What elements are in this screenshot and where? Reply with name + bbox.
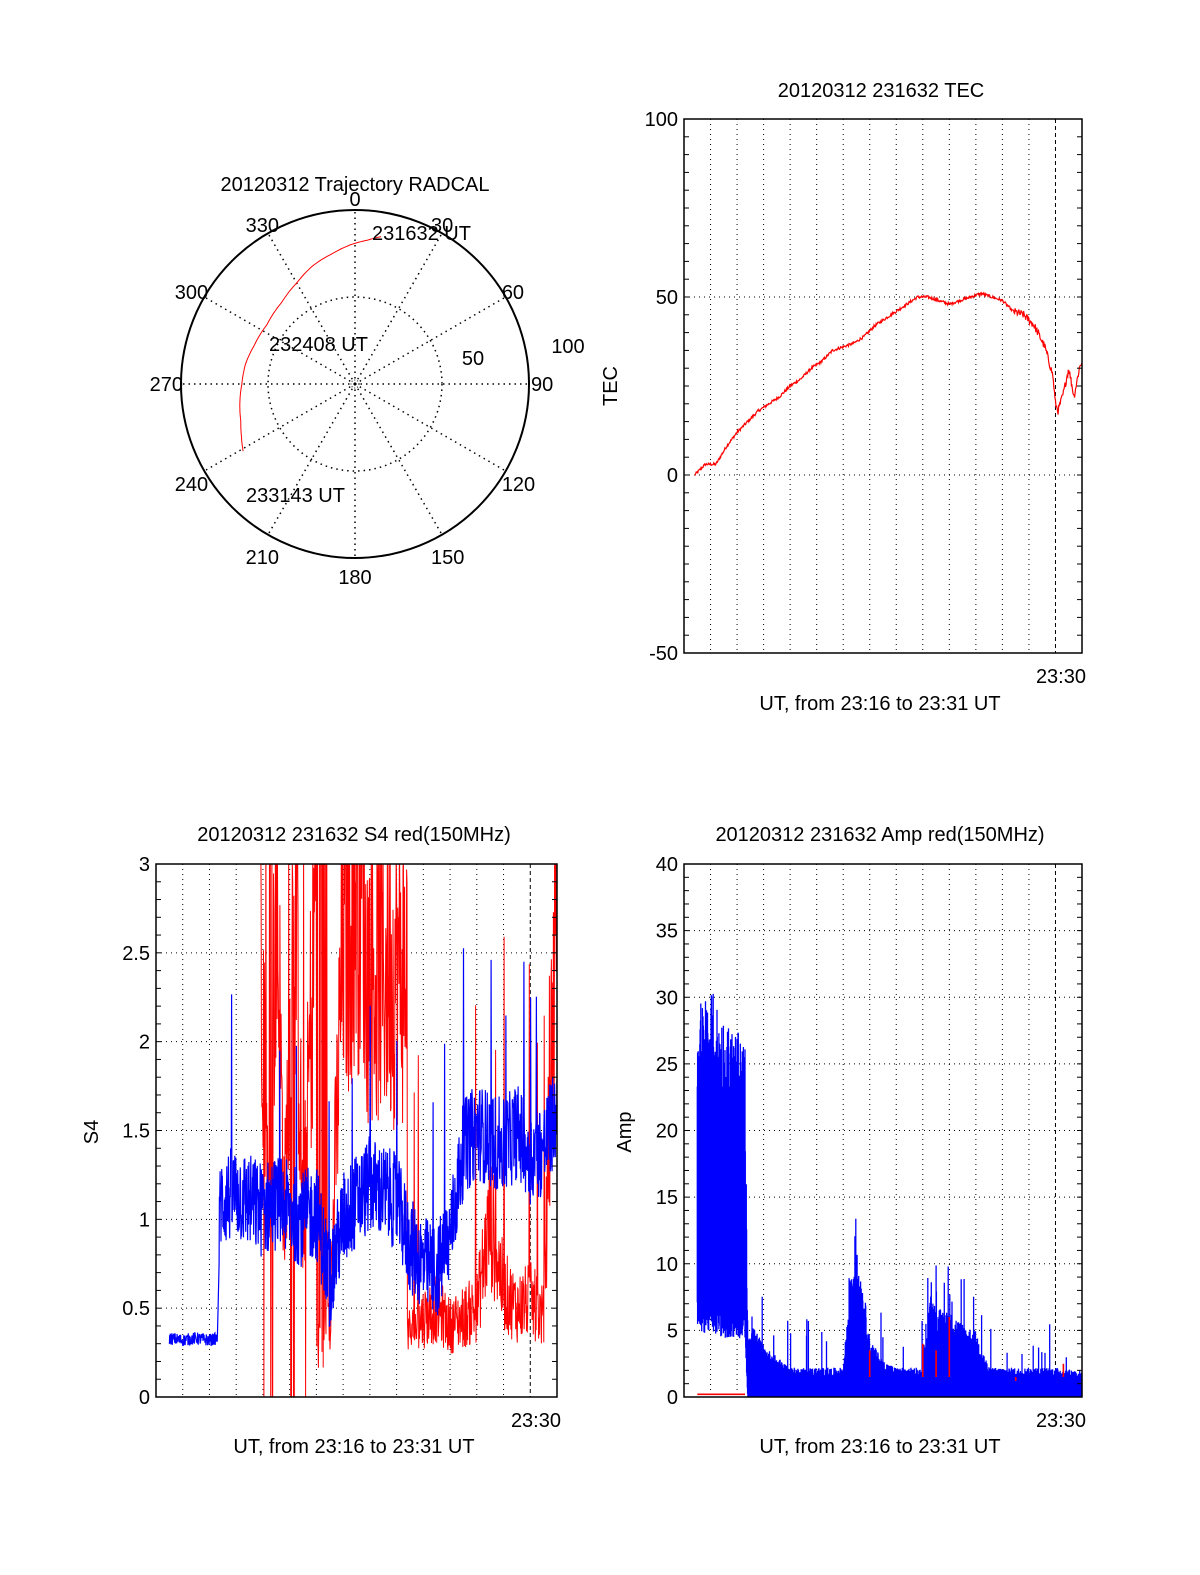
s4-x-axis-label: UT, from 23:16 to 23:31 UT bbox=[233, 1436, 474, 1458]
polar-spoke-150 bbox=[354, 383, 443, 536]
s4-x-tick-label-2330: 23:30 bbox=[511, 1410, 561, 1432]
tec-y-tick-label: 0 bbox=[667, 465, 678, 487]
polar-radial-label-100: 100 bbox=[551, 336, 584, 358]
s4-y-tick-label: 1 bbox=[139, 1209, 150, 1231]
tec-x-axis-label: UT, from 23:16 to 23:31 UT bbox=[759, 693, 1000, 715]
polar-spoke-330 bbox=[267, 232, 356, 385]
polar-angle-label-150: 150 bbox=[431, 547, 464, 569]
polar-angle-label-30: 30 bbox=[431, 215, 453, 237]
tec-series-line bbox=[694, 291, 1083, 476]
polar-angle-label-60: 60 bbox=[502, 282, 524, 304]
polar-trajectory-chart: 20120312 Trajectory RADCAL 0 30 60 90 120 150… bbox=[150, 174, 585, 589]
tec-y-tick-label: 50 bbox=[656, 287, 678, 309]
amp-y-tick-label: 10 bbox=[656, 1254, 678, 1276]
polar-spoke-210 bbox=[267, 383, 356, 536]
polar-angle-label-210: 210 bbox=[246, 547, 279, 569]
polar-angle-label-180: 180 bbox=[338, 567, 371, 589]
tec-plot-frame bbox=[683, 118, 1083, 654]
s4-y-tick-label: 2.5 bbox=[122, 943, 150, 965]
s4-y-axis-label: S4 bbox=[81, 1120, 103, 1144]
tec-x-tick-label-2330: 23:30 bbox=[1036, 666, 1086, 688]
s4-data bbox=[168, 864, 557, 1397]
polar-angle-label-270: 270 bbox=[150, 374, 183, 396]
amp-grid bbox=[684, 864, 1082, 1397]
polar-annotation-mid: 232408 UT bbox=[269, 334, 368, 356]
amp-x-axis-label: UT, from 23:16 to 23:31 UT bbox=[759, 1436, 1000, 1458]
polar-grid bbox=[181, 210, 529, 558]
amp-chart: 20120312 231632 Amp red(150MHz) 0 5 10 15 20… bbox=[614, 824, 1086, 1458]
polar-spoke-300 bbox=[203, 296, 356, 385]
polar-annotation-end: 233143 UT bbox=[246, 485, 345, 507]
polar-chart-title: 20120312 Trajectory RADCAL bbox=[220, 174, 489, 196]
polar-spoke-240 bbox=[203, 383, 356, 472]
polar-angle-label-120: 120 bbox=[502, 474, 535, 496]
s4-y-tick-label: 0.5 bbox=[122, 1298, 150, 1320]
s4-y-tick-label: 3 bbox=[139, 854, 150, 876]
polar-spoke-120 bbox=[354, 383, 507, 472]
amp-y-tick-label: 30 bbox=[656, 987, 678, 1009]
amp-chart-title: 20120312 231632 Amp red(150MHz) bbox=[715, 824, 1044, 846]
amp-y-axis-label: Amp bbox=[614, 1111, 636, 1152]
polar-spoke-30 bbox=[354, 232, 443, 385]
tec-y-tick-label: 100 bbox=[645, 109, 678, 131]
s4-y-tick-labels: 0 0.5 1 1.5 2 2.5 3 bbox=[122, 854, 150, 1409]
s4-chart-title: 20120312 231632 S4 red(150MHz) bbox=[197, 824, 511, 846]
amp-series-red-marks bbox=[697, 1317, 1065, 1396]
s4-y-tick-label: 2 bbox=[139, 1032, 150, 1054]
amp-y-tick-label: 0 bbox=[667, 1387, 678, 1409]
amp-data bbox=[696, 993, 1083, 1397]
amp-y-tick-label: 25 bbox=[656, 1054, 678, 1076]
s4-ticks bbox=[156, 881, 557, 1380]
s4-series-blue-line bbox=[168, 948, 557, 1347]
polar-angle-label-0: 0 bbox=[349, 189, 360, 211]
polar-angle-label-300: 300 bbox=[175, 282, 208, 304]
tec-y-axis-label: TEC bbox=[600, 366, 622, 406]
tec-ticks bbox=[684, 136, 1082, 636]
tec-grid bbox=[684, 119, 1082, 653]
polar-spoke-60 bbox=[354, 296, 507, 385]
amp-y-tick-label: 5 bbox=[667, 1320, 678, 1342]
polar-radial-label-50: 50 bbox=[462, 348, 484, 370]
amp-x-tick-label-2330: 23:30 bbox=[1036, 1410, 1086, 1432]
polar-angle-labels: 0 30 60 90 120 150 180 210 240 270 300 330 bbox=[150, 189, 554, 589]
polar-angle-label-330: 330 bbox=[246, 215, 279, 237]
amp-y-tick-label: 35 bbox=[656, 921, 678, 943]
tec-chart-title: 20120312 231632 TEC bbox=[778, 80, 984, 102]
amp-y-tick-label: 20 bbox=[656, 1121, 678, 1143]
amp-series-blue-bars bbox=[696, 993, 1083, 1397]
polar-outer-ring bbox=[180, 209, 530, 559]
s4-y-tick-label: 0 bbox=[139, 1387, 150, 1409]
polar-grid-circle-50 bbox=[267, 296, 443, 472]
polar-trajectory-line bbox=[239, 236, 382, 452]
polar-angle-label-90: 90 bbox=[531, 374, 553, 396]
s4-series-red-line bbox=[260, 864, 557, 1397]
amp-ticks bbox=[684, 876, 1082, 1385]
polar-center-mark bbox=[350, 379, 360, 389]
amp-y-tick-labels: 0 5 10 15 20 25 30 35 40 bbox=[656, 854, 678, 1409]
tec-y-tick-label: -50 bbox=[649, 643, 678, 665]
s4-chart: 20120312 231632 S4 red(150MHz) 0 0.5 1 1.5 2… bbox=[81, 824, 561, 1458]
amp-y-tick-label: 40 bbox=[656, 854, 678, 876]
s4-y-tick-label: 1.5 bbox=[122, 1121, 150, 1143]
tec-data bbox=[694, 291, 1083, 476]
polar-angle-label-240: 240 bbox=[175, 474, 208, 496]
polar-annotation-start: 231632 UT bbox=[372, 223, 471, 245]
amp-y-tick-label: 15 bbox=[656, 1187, 678, 1209]
tec-y-tick-labels: -50 0 50 100 bbox=[645, 109, 678, 665]
